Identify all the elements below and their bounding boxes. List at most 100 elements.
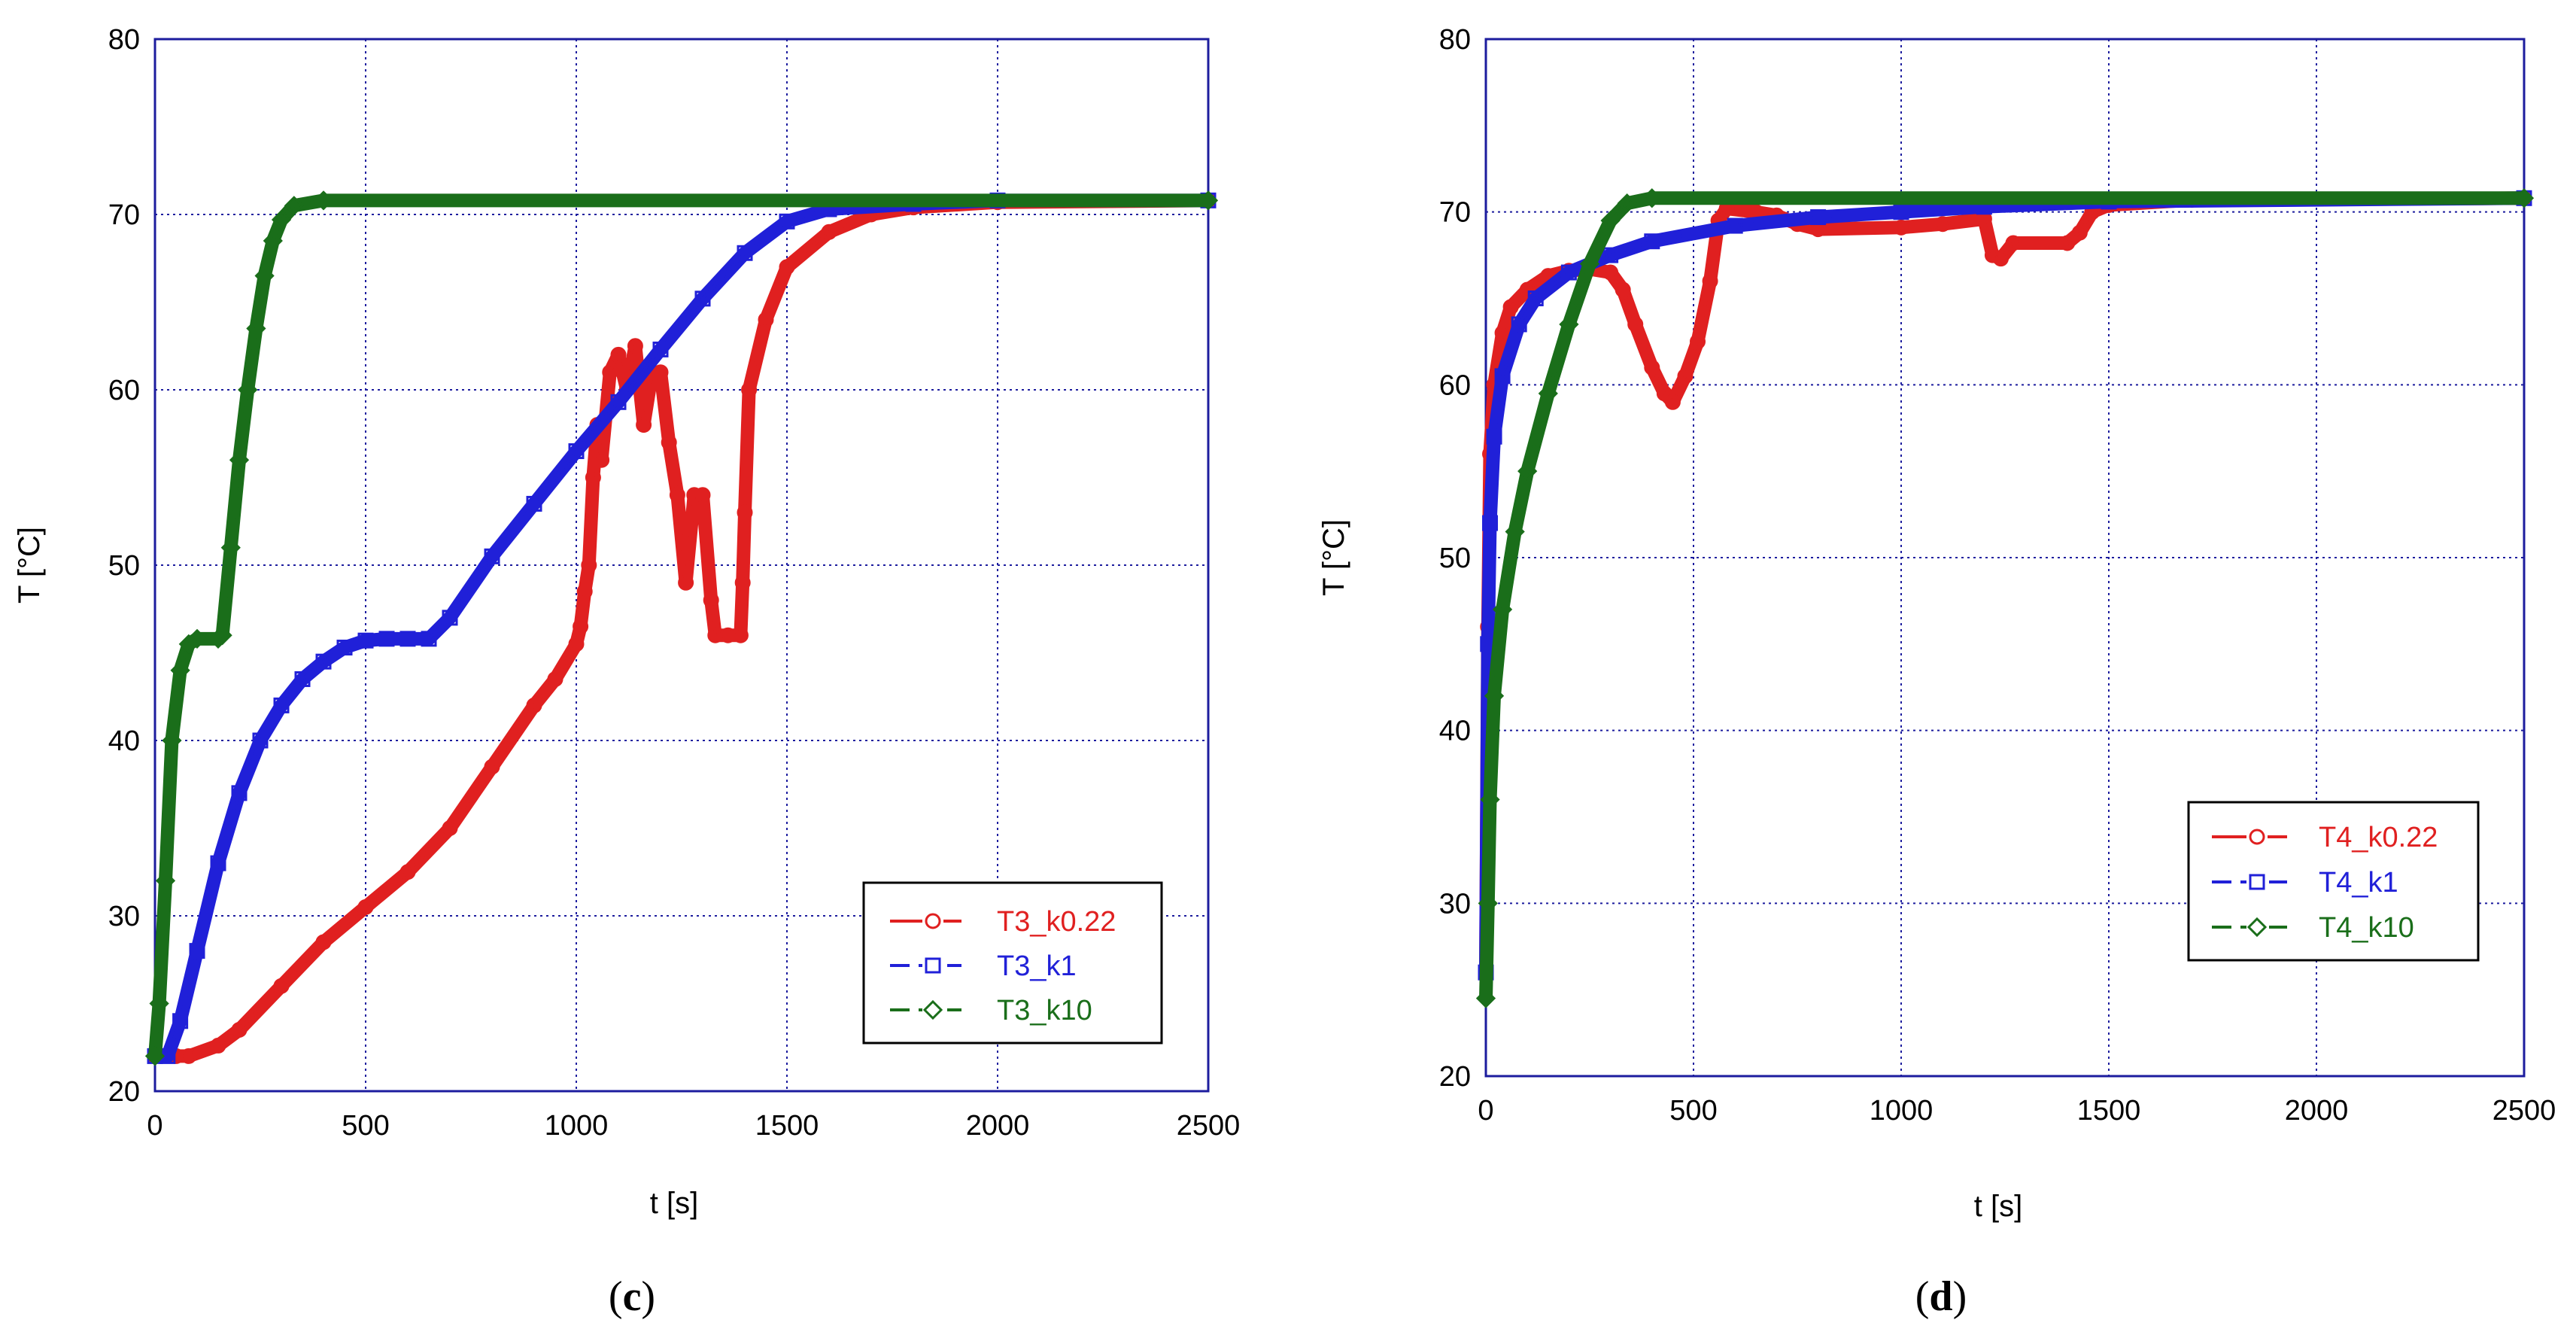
data-point-T3_k10-2 <box>155 871 176 891</box>
data-point-T3_k1-14 <box>421 631 437 647</box>
data-point-T3_k0.22-20 <box>602 364 618 381</box>
data-point-T3_k0.22-8 <box>399 864 416 880</box>
data-point-T3_k0.22-40 <box>779 259 795 275</box>
panel-label-d: (d) <box>1915 1273 1967 1320</box>
data-point-T3_k0.22-9 <box>442 820 458 836</box>
series-line-T3_k0.22 <box>155 199 1209 1058</box>
data-point-T3_k0.22-4 <box>231 1021 248 1038</box>
data-point-T4_k10-7 <box>1538 383 1558 403</box>
y-tick-labels-c: 20 30 40 50 60 70 80 <box>108 24 140 1108</box>
data-point-T3_k10-4 <box>170 660 190 680</box>
data-point-T4_k0.22-10 <box>1602 264 1619 281</box>
y-tick-label-20: 20 <box>108 1076 140 1108</box>
y-tick-label-70: 70 <box>1439 197 1471 229</box>
data-point-T4_k10-11 <box>1617 193 1637 214</box>
data-point-T3_k10-0 <box>144 1046 166 1066</box>
data-point-T3_k0.22-23 <box>627 338 643 354</box>
data-point-T3_k1-8 <box>294 671 311 687</box>
data-point-T4_k0.22-13 <box>1644 359 1660 376</box>
y-tick-label-80: 80 <box>108 24 140 56</box>
data-point-T3_k0.22-38 <box>741 382 758 398</box>
data-point-T3_k0.22-21 <box>610 346 627 363</box>
data-point-T4_k10-9 <box>1579 254 1600 274</box>
data-point-T3_k1-17 <box>526 495 542 512</box>
gridlines-y-c <box>155 214 1208 917</box>
legend-label-T4_k1: T4_k1 <box>2319 867 2398 899</box>
data-point-T3_k0.22-29 <box>678 574 694 591</box>
data-point-T3_k0.22-35 <box>732 627 749 643</box>
chart-panel-c: 0 500 1000 1500 2000 2500 20 30 40 50 60 70 80 t [s… <box>13 24 1240 1320</box>
series-T3_k0.22 <box>147 192 1217 1064</box>
y-axis-label-c: T [°C] <box>13 527 46 604</box>
data-point-T4_k1-12 <box>1893 204 1909 220</box>
data-point-T4_k10-1 <box>1478 893 1498 914</box>
x-tick-labels-d: 0 500 1000 1500 2000 2500 <box>1478 1095 2556 1127</box>
x-tick-label-0: 0 <box>147 1110 163 1142</box>
legend-swatches-c <box>890 911 961 1020</box>
series-layer-d <box>1475 188 2535 1008</box>
data-point-T3_k10-5 <box>178 634 199 654</box>
data-point-T3_k1-22 <box>737 245 753 261</box>
data-point-T3_k1-4 <box>210 855 226 871</box>
x-tick-label-2500: 2500 <box>1177 1110 1241 1142</box>
data-point-T4_k0.22-18 <box>1702 273 1718 290</box>
series-T4_k10 <box>1475 188 2535 1008</box>
data-point-T3_k1-19 <box>610 394 627 410</box>
data-point-T3_k10-17 <box>313 190 334 211</box>
series-layer-c <box>144 190 1219 1066</box>
data-point-T3_k0.22-6 <box>315 934 332 950</box>
data-point-T4_k0.22-5 <box>1502 299 1519 315</box>
y-tick-label-30: 30 <box>1439 888 1471 920</box>
y-tick-label-60: 60 <box>1439 369 1471 401</box>
data-point-T3_k10-16 <box>284 196 304 216</box>
data-point-T3_k0.22-14 <box>573 619 589 635</box>
data-point-T3_k0.22-13 <box>568 636 585 652</box>
legend-label-T3_k0.22: T3_k0.22 <box>997 906 1116 938</box>
data-point-T3_k0.22-5 <box>273 978 290 994</box>
x-tick-label-1000: 1000 <box>545 1110 609 1142</box>
legend-marker-T3_k10 <box>922 999 943 1020</box>
data-point-T3_k1-11 <box>357 632 374 649</box>
data-point-T3_k1-18 <box>568 443 585 460</box>
y-axis-label-d: T [°C] <box>1317 519 1350 596</box>
chart-panel-d: 0 500 1000 1500 2000 2500 20 30 40 50 60 70 80 t [s… <box>1317 24 2556 1320</box>
y-tick-label-30: 30 <box>108 901 140 932</box>
data-point-T3_k10-12 <box>246 318 266 339</box>
data-point-T3_k0.22-10 <box>484 759 500 775</box>
data-point-T3_k1-7 <box>273 697 290 713</box>
data-point-T3_k10-7 <box>208 628 229 649</box>
data-point-T4_k0.22-32 <box>2071 224 2088 241</box>
data-point-T4_k1-3 <box>1486 428 1502 445</box>
data-point-T4_k10-3 <box>1484 686 1505 706</box>
data-point-T3_k0.22-16 <box>581 557 597 573</box>
data-point-T3_k10-13 <box>254 266 275 286</box>
data-point-T4_k10-13 <box>2514 188 2535 208</box>
data-point-T4_k1-8 <box>1602 247 1619 263</box>
x-tick-label-2000: 2000 <box>966 1110 1030 1142</box>
data-point-T3_k0.22-3 <box>210 1037 226 1054</box>
data-point-T4_k0.22-15 <box>1664 394 1681 410</box>
legend-swatches-d <box>2212 826 2287 938</box>
y-tick-label-80: 80 <box>1439 24 1471 56</box>
data-point-T3_k0.22-28 <box>669 487 685 503</box>
data-point-T3_k10-6 <box>187 628 208 649</box>
data-point-T3_k1-13 <box>399 631 416 647</box>
data-point-T3_k1-20 <box>652 341 669 357</box>
x-tick-label-500: 500 <box>1669 1095 1717 1127</box>
data-point-T3_k1-12 <box>378 631 395 647</box>
data-point-T3_k10-9 <box>220 537 241 558</box>
y-tick-label-50: 50 <box>108 550 140 582</box>
data-point-T3_k1-2 <box>172 1013 189 1029</box>
x-tick-label-500: 500 <box>342 1110 389 1142</box>
data-point-T3_k1-16 <box>484 548 500 564</box>
data-point-T3_k1-10 <box>336 640 353 656</box>
data-point-T3_k10-1 <box>149 993 169 1014</box>
data-point-T3_k1-5 <box>231 785 248 801</box>
series-T4_k0.22 <box>1478 190 2532 981</box>
legend-marker-T4_k0.22 <box>2249 829 2265 845</box>
data-point-T3_k1-21 <box>694 290 711 307</box>
data-point-T3_k0.22-17 <box>585 470 601 485</box>
y-tick-label-70: 70 <box>108 199 140 231</box>
data-point-T4_k0.22-31 <box>2059 235 2076 251</box>
